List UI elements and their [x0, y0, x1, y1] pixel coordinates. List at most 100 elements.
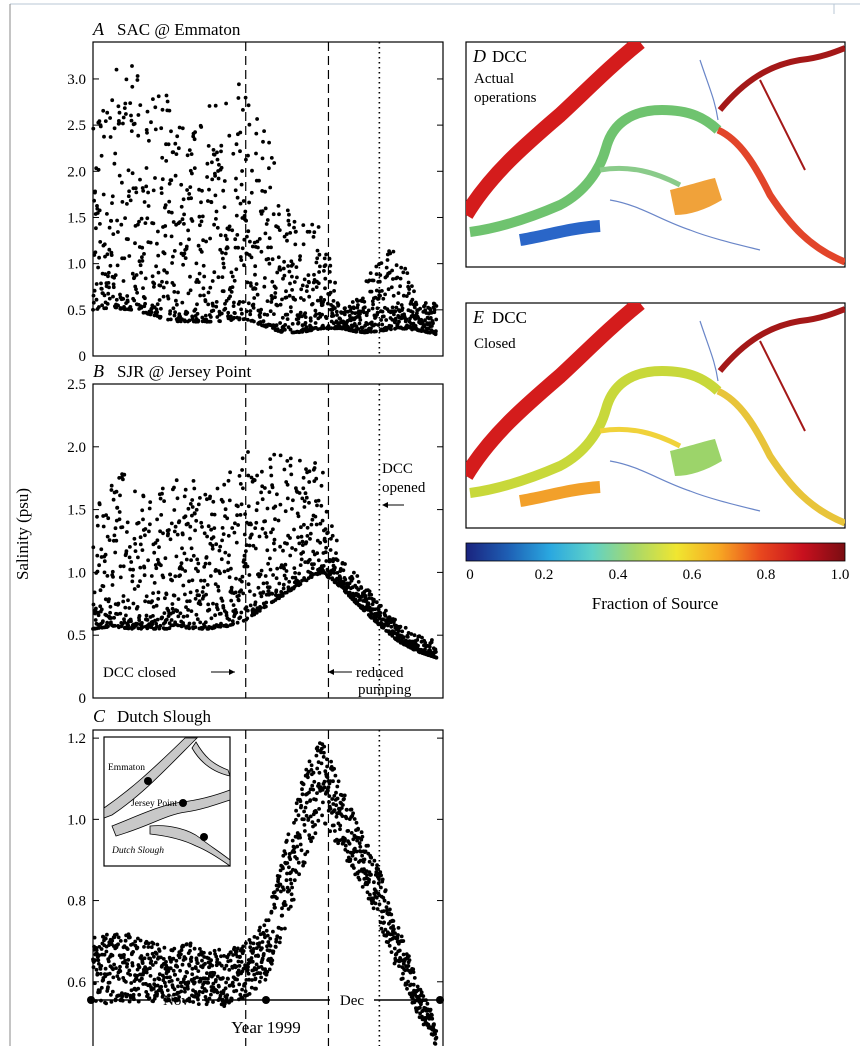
map-e-cross-channel: [599, 426, 682, 449]
panel-b-data-point: [314, 522, 319, 527]
panel-b-data-point: [270, 485, 275, 490]
panel-c-data-point: [378, 870, 383, 874]
panel-c-data-point: [109, 1000, 114, 1004]
panel-a-data-point: [171, 220, 176, 224]
panel-c-data-point: [287, 865, 291, 870]
panel-a-data-point: [434, 304, 439, 308]
panel-a-data-point: [144, 127, 149, 132]
map-e-letter: E: [472, 307, 484, 327]
panel-a-data-point: [283, 323, 288, 327]
panel-a-data-point: [194, 261, 199, 266]
panel-c-data-point: [151, 987, 156, 991]
panel-b-data-point: [153, 563, 158, 567]
panel-b-data-point: [307, 557, 312, 562]
panel-c-data-point: [287, 888, 292, 893]
panel-c-data-point: [315, 748, 320, 753]
panel-b-data-point: [194, 507, 199, 512]
panel-c-data-point: [308, 814, 313, 819]
panel-a-data-point: [361, 296, 365, 301]
panel-c-data-point: [356, 826, 360, 831]
panel-a-data-point: [212, 270, 217, 275]
panel-b-data-point: [427, 644, 432, 649]
panel-c-data-point: [116, 935, 121, 940]
panel-b-data-point: [297, 541, 302, 546]
panel-a-data-point: [285, 238, 289, 243]
panel-b-data-point: [153, 541, 158, 545]
panel-c-data-point: [178, 968, 183, 973]
panel-b-data-point: [209, 527, 214, 532]
panel-b-data-point: [285, 482, 290, 487]
panel-a-data-point: [191, 134, 196, 139]
panel-b-data-point: [313, 461, 317, 465]
panel-c-data-point: [136, 986, 141, 991]
panel-b-data-point: [118, 575, 123, 580]
panel-a-data-point: [98, 240, 103, 244]
panel-b-data-point: [290, 575, 295, 580]
panel-b-data-point: [194, 518, 199, 523]
panel-b-data-point: [295, 511, 300, 516]
panel-c-data-point: [434, 1035, 439, 1040]
panel-b-data-point: [210, 512, 214, 517]
panel-c-data-point: [240, 987, 245, 992]
panel-b-data-point: [237, 474, 242, 478]
panel-b-data-point: [103, 597, 108, 602]
panel-c-data-point: [192, 946, 197, 951]
panel-a-data-point: [219, 311, 224, 316]
panel-b-data-point: [136, 555, 140, 560]
panel-a-data-point: [139, 216, 144, 221]
panel-a-data-point: [102, 134, 106, 139]
panel-b-data-point: [259, 490, 263, 495]
panel-a-data-point: [109, 253, 114, 257]
panel-b-data-point: [268, 457, 273, 461]
panel-c-data-point: [111, 967, 115, 972]
panel-b-data-point: [290, 546, 294, 550]
panel-b-data-point: [136, 584, 141, 588]
panel-c-data-point: [246, 971, 251, 976]
panel-a-data-point: [237, 300, 242, 304]
panel-a-data-point: [389, 324, 394, 328]
panel-a-data-point: [380, 289, 384, 293]
panel-a-data-point: [167, 108, 172, 113]
panel-c-data-point: [161, 957, 166, 961]
panel-a-data-point: [121, 121, 125, 126]
panel-b-data-point: [137, 618, 142, 622]
panel-a-data-point: [286, 264, 290, 268]
panel-b-data-point: [99, 607, 104, 612]
panel-b-data-point: [273, 504, 278, 509]
panel-c-data-point: [322, 779, 327, 784]
panel-c-data-point: [147, 996, 152, 1000]
panel-a-data-point: [412, 305, 417, 310]
map-d-minor-2: [609, 199, 761, 251]
panel-a-data-point: [157, 298, 162, 302]
panel-a-data-point: [319, 295, 323, 300]
panel-c-data-point: [224, 963, 229, 968]
panel-c-data-point: [362, 857, 367, 862]
panel-c-data-point: [250, 959, 255, 964]
panel-a-data-point: [167, 210, 171, 214]
panel-c-data-point: [310, 783, 315, 788]
timeline-marker-mid: [262, 996, 270, 1004]
panel-c-data-point: [419, 990, 424, 995]
panel-c-data-point: [205, 971, 209, 976]
panel-c-data-point: [162, 975, 167, 980]
panel-b-data-point: [193, 596, 198, 601]
panel-a-data-point: [197, 214, 202, 219]
panel-b-data-point: [281, 582, 286, 587]
panel-b-data-point: [197, 599, 202, 604]
panel-a-data-point: [208, 319, 213, 324]
panel-c-data-point: [202, 955, 207, 959]
colorbar-tick-label: 0.6: [683, 567, 702, 583]
panel-c-data-point: [260, 940, 265, 944]
panel-a-data-point: [223, 233, 228, 238]
panel-c-data-point: [225, 993, 230, 997]
panel-a-data-point: [243, 95, 248, 100]
panel-c-data-point: [125, 992, 130, 997]
panel-a-data-point: [251, 305, 256, 310]
panel-b-data-point: [304, 495, 309, 500]
panel-a-data-point: [116, 230, 120, 234]
dcc-closed-arrowhead: [229, 669, 235, 675]
map-d-channels: [466, 42, 845, 266]
panel-a-data-point: [112, 161, 117, 166]
panel-a-data-point: [290, 288, 294, 292]
panel-b-data-point: [368, 605, 372, 610]
